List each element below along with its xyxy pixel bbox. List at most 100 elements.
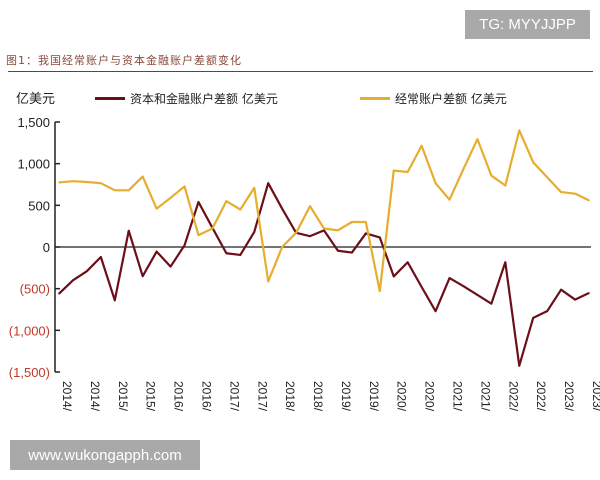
data-point	[281, 246, 283, 248]
data-point	[197, 201, 200, 203]
legend-label-current: 经常账户差额 亿美元	[395, 92, 507, 106]
data-point	[211, 227, 214, 230]
data-point	[560, 288, 562, 291]
data-point	[183, 244, 186, 247]
data-point	[574, 192, 576, 195]
data-point	[392, 275, 395, 278]
title-divider	[8, 71, 593, 72]
tg-badge: TG: MYYJJPP	[465, 10, 590, 39]
x-tick-label: 2015/	[144, 381, 158, 412]
data-point	[127, 229, 130, 232]
data-point	[113, 189, 116, 192]
y-tick-label: 500	[28, 198, 50, 213]
data-point	[309, 205, 311, 207]
y-tick-label: (1,000)	[9, 323, 50, 338]
data-point	[323, 229, 325, 232]
chart-title: 图1：我国经常账户与资本金融账户差额变化	[6, 54, 242, 67]
data-point	[476, 294, 479, 296]
x-tick-label: 2021/	[451, 381, 465, 412]
data-point	[462, 285, 465, 287]
data-point	[267, 280, 270, 283]
x-tick-label: 2016/	[172, 381, 186, 412]
data-point	[476, 138, 479, 140]
current-account-line	[58, 129, 590, 293]
data-point	[183, 185, 186, 188]
x-tick-label: 2019/	[339, 381, 353, 412]
x-tick-label: 2019/	[367, 381, 381, 412]
y-tick-label: 1,000	[17, 157, 50, 172]
x-tick-label: 2017/	[227, 381, 241, 412]
data-point	[434, 182, 437, 184]
x-tick-label: 2022/	[506, 381, 520, 412]
data-point	[155, 250, 158, 253]
y-tick-label: 1,500	[17, 115, 50, 130]
data-point	[225, 200, 228, 202]
data-point	[141, 275, 144, 277]
data-point	[253, 231, 256, 233]
data-point	[267, 182, 270, 184]
legend-label-capital: 资本和金融账户差额 亿美元	[130, 92, 278, 106]
data-point	[546, 310, 548, 312]
data-point	[420, 286, 423, 288]
data-point	[434, 310, 437, 312]
legend-item-current: 经常账户差额 亿美元	[360, 90, 507, 107]
data-point	[253, 187, 256, 189]
x-tick-label: 2020/	[423, 381, 437, 412]
data-point	[281, 207, 283, 210]
data-point	[72, 180, 74, 182]
data-point	[239, 254, 242, 256]
x-tick-label: 2014/	[88, 381, 102, 412]
legend-item-capital: 资本和金融账户差额 亿美元	[95, 90, 278, 107]
data-point	[351, 221, 353, 223]
data-point	[378, 236, 381, 239]
data-point	[490, 174, 493, 177]
data-point	[490, 302, 493, 305]
data-point	[420, 144, 423, 147]
data-point	[588, 199, 590, 202]
data-point	[58, 181, 60, 184]
data-point	[100, 256, 102, 258]
data-point	[337, 229, 339, 232]
y-axis-unit: 亿美元	[16, 92, 56, 107]
data-point	[86, 181, 88, 183]
data-point	[225, 252, 228, 255]
site-badge: www.wukongapph.com	[10, 440, 200, 470]
data-point	[309, 235, 311, 237]
data-point	[86, 270, 88, 272]
data-point	[588, 292, 590, 294]
data-point	[448, 198, 451, 201]
x-tick-label: 2014/	[60, 381, 74, 412]
data-point	[100, 182, 102, 184]
data-point	[406, 261, 409, 264]
data-point	[239, 208, 242, 211]
data-point	[113, 299, 116, 302]
x-tick-label: 2022/	[534, 381, 548, 412]
x-tick-label: 2015/	[116, 381, 130, 412]
data-point	[504, 184, 507, 187]
data-point	[574, 298, 576, 301]
data-point	[532, 317, 535, 319]
data-point	[169, 265, 172, 268]
data-point	[406, 171, 409, 173]
data-point	[337, 249, 339, 252]
data-point	[58, 292, 60, 295]
data-point	[546, 176, 548, 179]
data-point	[365, 221, 367, 223]
x-tick-label: 2023/	[562, 381, 576, 412]
data-point	[532, 161, 535, 164]
data-point	[560, 191, 562, 193]
data-point	[169, 197, 172, 199]
data-point	[504, 261, 507, 264]
x-tick-label: 2018/	[283, 381, 297, 412]
data-point	[448, 277, 451, 279]
data-point	[197, 234, 200, 236]
data-point	[72, 279, 74, 282]
data-point	[518, 129, 521, 132]
data-point	[295, 232, 297, 234]
legend-swatch-capital	[95, 97, 125, 100]
x-tick-label: 2017/	[255, 381, 269, 412]
y-tick-label: (500)	[20, 282, 50, 297]
x-tick-label: 2020/	[395, 381, 409, 412]
data-point	[392, 169, 395, 172]
